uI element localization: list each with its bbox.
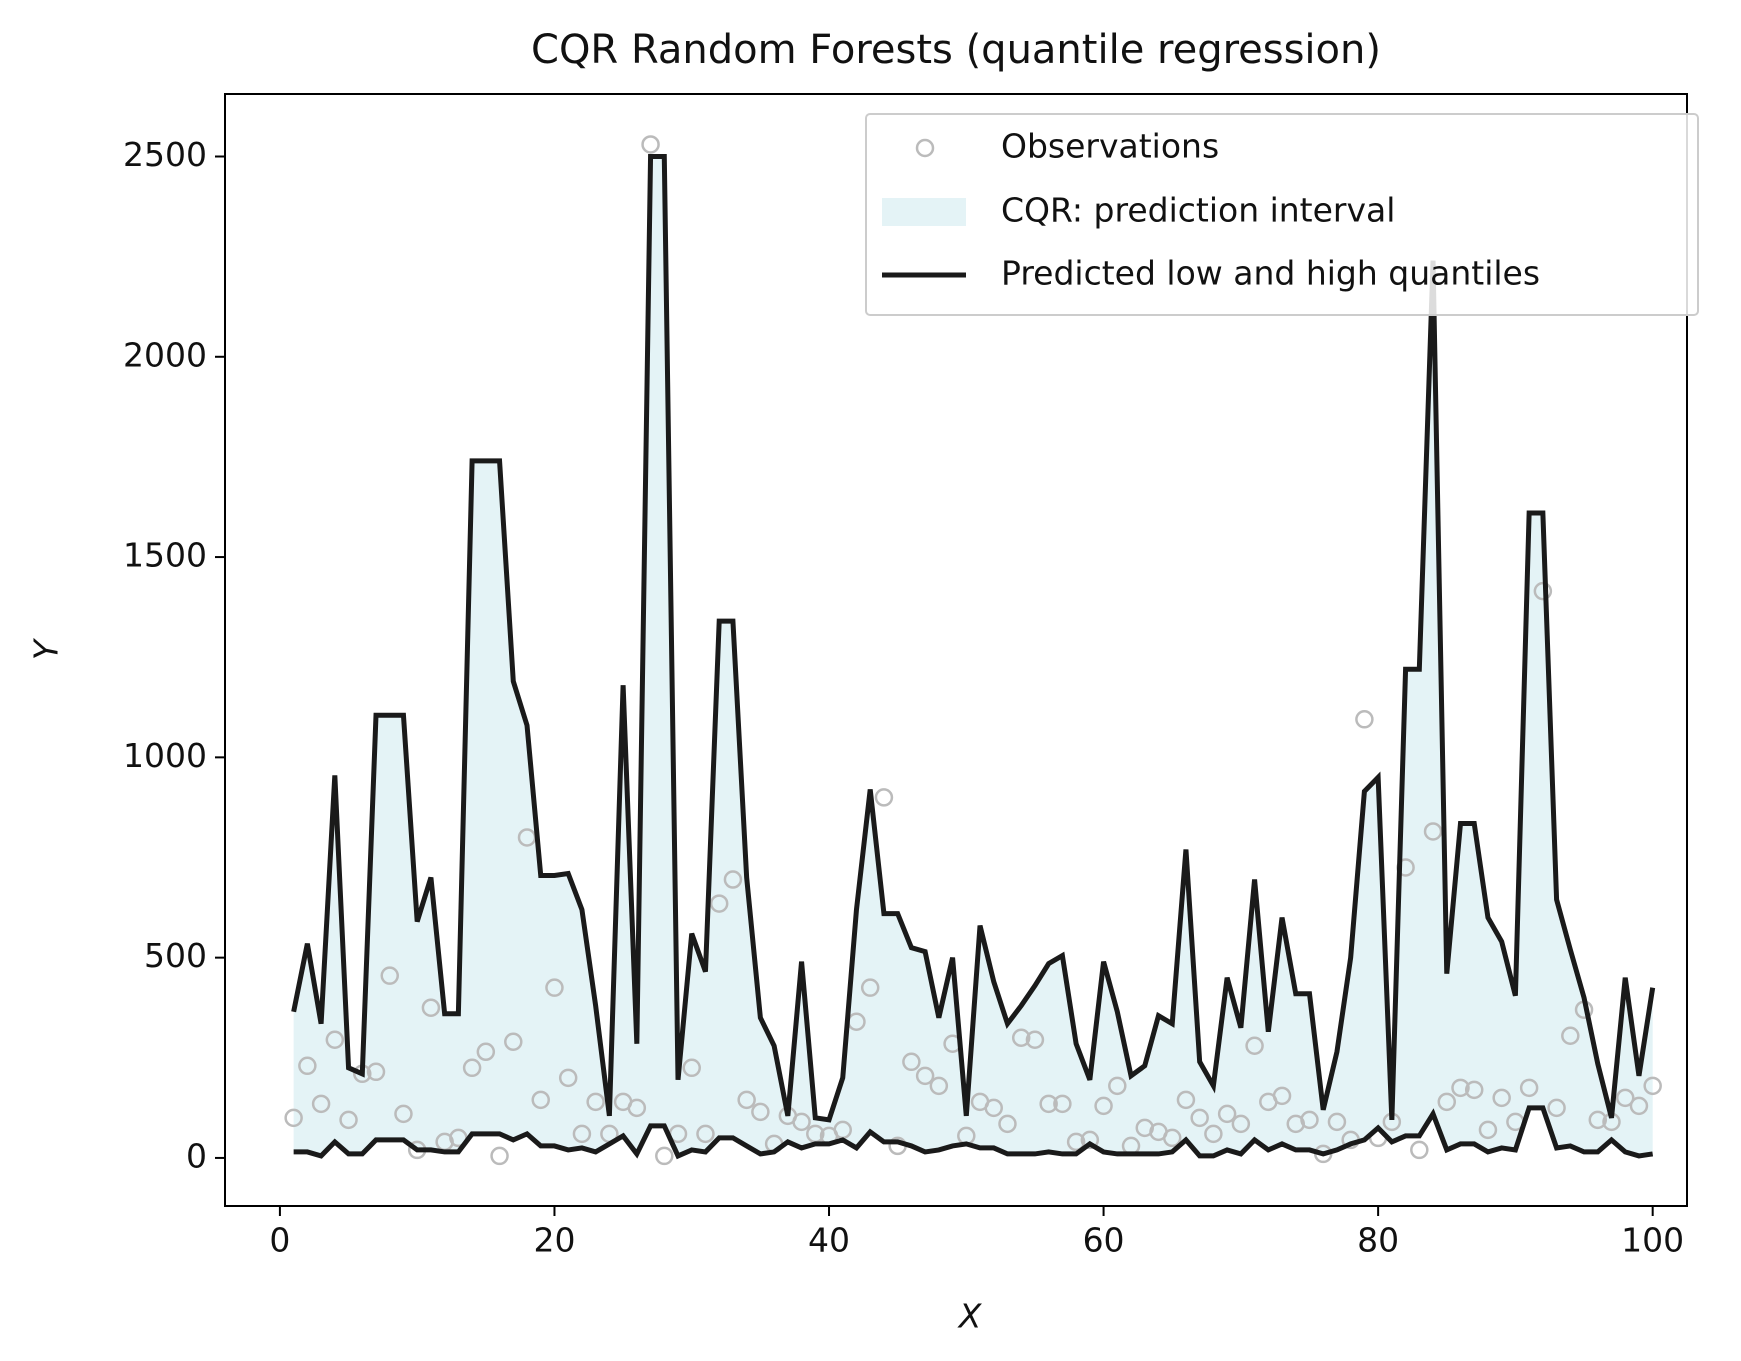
x-tick-label: 100 xyxy=(1621,1221,1684,1260)
observation xyxy=(1053,1094,1072,1114)
observation xyxy=(915,1066,935,1086)
observation xyxy=(860,978,880,997)
x-tick-label: 80 xyxy=(1357,1221,1399,1260)
observation xyxy=(1231,1114,1251,1134)
observation xyxy=(545,978,564,997)
observation xyxy=(380,966,399,985)
observation xyxy=(1423,822,1443,841)
observation xyxy=(421,998,441,1017)
legend-label: CQR: prediction interval xyxy=(1001,191,1395,230)
observation xyxy=(1547,1098,1566,1118)
legend: Observations CQR: prediction interval Pred… xyxy=(865,113,1699,316)
y-tick-label: 1000 xyxy=(123,736,207,775)
observation xyxy=(723,870,743,889)
high-quantile-line xyxy=(291,153,1656,1123)
chart-title: CQR Random Forests (quantile regression) xyxy=(531,27,1381,73)
x-tick-label: 40 xyxy=(808,1221,850,1260)
observation xyxy=(531,1090,550,1110)
observation xyxy=(325,1030,345,1050)
observation xyxy=(504,1032,523,1052)
observation xyxy=(476,1042,496,1062)
y-tick-label: 500 xyxy=(144,936,207,975)
observation xyxy=(298,1056,317,1076)
observation xyxy=(737,1090,756,1110)
observation xyxy=(902,1052,921,1072)
low-quantile-line xyxy=(293,1105,1654,1160)
observation xyxy=(1615,1088,1635,1108)
observation xyxy=(1478,1120,1498,1140)
observation xyxy=(1190,1108,1209,1128)
observation xyxy=(1300,1110,1319,1130)
observation xyxy=(1451,1078,1470,1098)
x-tick-label: 60 xyxy=(1083,1221,1125,1260)
observation xyxy=(1025,1030,1045,1050)
y-tick-label: 1500 xyxy=(123,536,207,575)
observation xyxy=(1629,1096,1649,1116)
observation xyxy=(572,1124,592,1144)
observation xyxy=(641,135,660,154)
observation xyxy=(792,1112,811,1132)
observation xyxy=(1162,1128,1182,1148)
observation xyxy=(1464,1080,1484,1100)
observation xyxy=(709,894,729,913)
observation xyxy=(1011,1028,1031,1048)
observation xyxy=(1561,1026,1580,1046)
observation xyxy=(1437,1092,1457,1112)
observation xyxy=(655,1146,674,1166)
observation xyxy=(874,788,894,807)
legend-swatch xyxy=(882,198,966,226)
observation xyxy=(929,1076,949,1096)
observation xyxy=(1492,1088,1511,1108)
observation xyxy=(1176,1090,1196,1110)
observation xyxy=(1643,1076,1662,1096)
observation xyxy=(366,1062,386,1082)
x-axis-label: X xyxy=(957,1297,983,1336)
observation xyxy=(558,1068,578,1088)
legend-label: Observations xyxy=(1001,127,1219,166)
observation xyxy=(751,1102,770,1122)
observation xyxy=(284,1108,303,1128)
y-tick-label: 2500 xyxy=(123,135,207,174)
observation xyxy=(1066,1132,1086,1152)
y-axis-label: Y xyxy=(27,637,66,660)
observation xyxy=(627,1098,647,1118)
observation xyxy=(1245,1036,1264,1056)
prediction-interval xyxy=(293,156,1653,1156)
legend-marker xyxy=(915,138,935,158)
observation xyxy=(1094,1096,1113,1116)
observation xyxy=(394,1104,413,1124)
legend-label: Predicted low and high quantiles xyxy=(1001,254,1540,293)
observation xyxy=(1039,1094,1058,1114)
observation xyxy=(311,1094,331,1114)
observation xyxy=(1108,1076,1127,1096)
observation xyxy=(462,1058,482,1078)
observation xyxy=(1588,1110,1608,1130)
observation xyxy=(1204,1124,1223,1144)
observation xyxy=(339,1110,358,1130)
observation xyxy=(998,1114,1017,1134)
y-tick-label: 2000 xyxy=(123,335,207,374)
observation xyxy=(984,1098,1004,1118)
observation xyxy=(586,1092,605,1112)
observation xyxy=(490,1146,509,1166)
observation xyxy=(1217,1104,1237,1124)
observation xyxy=(682,1058,701,1078)
observation xyxy=(1272,1086,1292,1106)
observation xyxy=(1410,1140,1429,1160)
x-tick-label: 20 xyxy=(533,1221,575,1260)
observation xyxy=(1327,1112,1347,1132)
observation xyxy=(1519,1078,1539,1098)
y-tick-label: 0 xyxy=(186,1136,207,1175)
plot-frame xyxy=(224,93,1688,1207)
legend-box xyxy=(865,113,1699,316)
x-tick-label: 0 xyxy=(269,1221,290,1260)
observation xyxy=(1355,710,1374,729)
observation xyxy=(696,1124,715,1144)
observation xyxy=(1080,1130,1100,1150)
